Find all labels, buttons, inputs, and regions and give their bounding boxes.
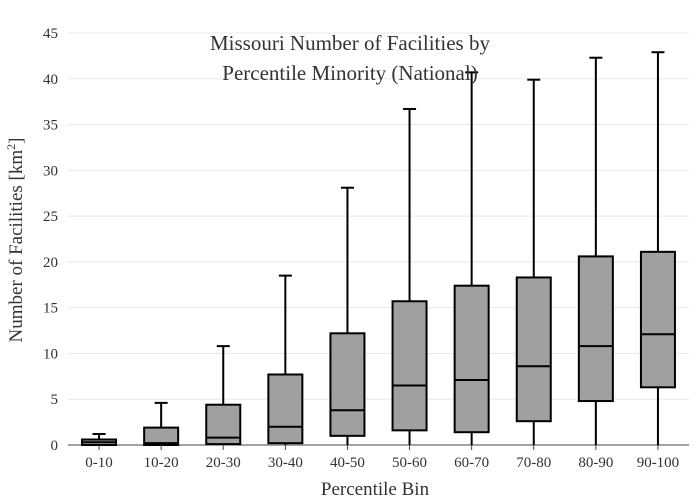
y-tick-label: 5 (51, 392, 59, 408)
iqr-box (267, 373, 304, 445)
x-tick-label: 0-10 (85, 455, 113, 471)
box-10-20 (143, 401, 180, 446)
y-tick-label: 45 (43, 26, 58, 42)
box-30-40 (267, 274, 304, 445)
x-tick-label: 50-60 (392, 455, 427, 471)
x-tick-label: 60-70 (454, 455, 489, 471)
y-tick-label: 30 (43, 163, 58, 179)
chart-title-line-1: Missouri Number of Facilities by (210, 31, 490, 55)
y-tick-label: 20 (43, 255, 58, 271)
y-axis-unit-superscript: 2 (4, 144, 18, 150)
x-tick-label: 10-20 (144, 455, 179, 471)
y-tick-labels: 0 5 10 15 20 25 30 35 40 45 (43, 26, 58, 454)
box-20-30 (205, 345, 242, 446)
x-tick-label: 30-40 (268, 455, 303, 471)
y-tick-label: 10 (43, 346, 58, 362)
iqr-box (577, 255, 614, 403)
iqr-box (329, 332, 366, 437)
iqr-box (453, 284, 490, 434)
y-tick-label: 40 (43, 72, 58, 88)
y-axis-title: Number of Facilities [km2] (4, 138, 27, 343)
y-tick-label: 15 (43, 301, 58, 317)
x-axis-title: Percentile Bin (321, 479, 430, 500)
y-tick-label: 0 (51, 438, 59, 454)
box-70-80 (515, 78, 552, 445)
box-50-60 (391, 107, 428, 445)
x-tick-label: 70-80 (516, 455, 551, 471)
y-axis-title-text: Number of Facilities (6, 185, 27, 342)
y-tick-label: 35 (43, 118, 58, 134)
box-90-100 (639, 51, 676, 445)
iqr-box (391, 300, 428, 432)
y-axis-unit-close: ] (6, 138, 27, 144)
iqr-box (515, 276, 552, 423)
grid-lines (68, 32, 689, 400)
x-tick-label: 90-100 (637, 455, 680, 471)
box-40-50 (329, 186, 366, 445)
box-series (81, 51, 676, 446)
box-80-90 (577, 56, 614, 445)
box-60-70 (453, 71, 490, 445)
x-tick-label: 20-30 (206, 455, 241, 471)
x-tick-label: 40-50 (330, 455, 365, 471)
x-tick-labels: 0-10 10-20 20-30 30-40 40-50 50-60 60-70 70-80 8… (85, 445, 679, 471)
x-tick-label: 80-90 (578, 455, 613, 471)
box-0-10 (81, 433, 118, 446)
chart-title-line-2: Percentile Minority (National) (222, 61, 477, 85)
y-tick-label: 25 (43, 209, 58, 225)
y-axis-unit: [km (6, 150, 27, 181)
iqr-box (639, 250, 676, 389)
